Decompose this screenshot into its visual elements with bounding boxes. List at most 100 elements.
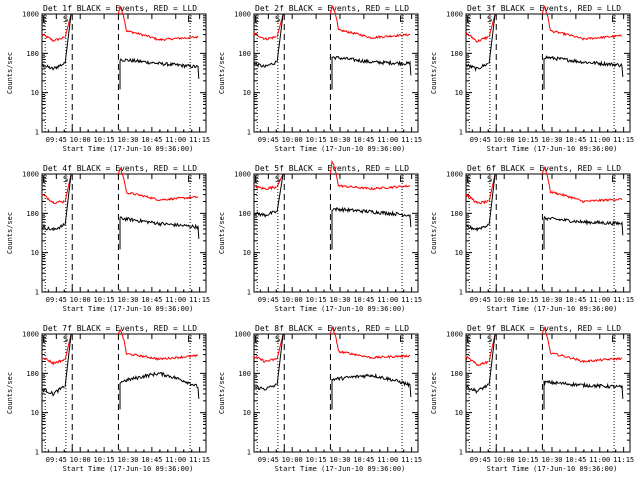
- time-marker-label: S: [487, 335, 492, 345]
- x-tick-label: 11:15: [189, 456, 210, 464]
- x-tick-label: 10:00: [494, 136, 515, 144]
- x-tick-label: 09:45: [46, 136, 67, 144]
- y-tick-label: 10: [455, 249, 463, 257]
- time-marker-label: E: [187, 175, 192, 185]
- panel-det-6f: Det 6f BLACK = Events, RED = LLD11010010…: [430, 164, 634, 313]
- plot-frame: [253, 173, 419, 293]
- time-marker-label: E: [254, 335, 259, 345]
- y-tick-label: 100: [450, 50, 463, 58]
- x-tick-label: 11:15: [189, 136, 210, 144]
- x-tick-label: 09:45: [470, 136, 491, 144]
- panel-title: Det 5f BLACK = Events, RED = LLD: [255, 164, 409, 173]
- x-tick-label: 10:00: [282, 296, 303, 304]
- x-tick-label: 11:15: [613, 456, 634, 464]
- time-marker-label: E: [611, 335, 616, 345]
- y-tick-label: 1000: [446, 11, 463, 19]
- events-rise: [276, 173, 284, 212]
- y-tick-label: 10: [243, 249, 251, 257]
- x-tick-label: 10:15: [94, 136, 115, 144]
- lld-series-pre: [465, 193, 489, 205]
- y-tick-label: 1: [35, 289, 39, 297]
- y-tick-label: 1000: [22, 11, 39, 19]
- events-series-post: [119, 371, 200, 410]
- x-tick-label: 10:45: [353, 456, 374, 464]
- x-tick-label: 10:45: [565, 136, 586, 144]
- lld-series-pre: [253, 355, 277, 363]
- x-tick-label: 10:15: [518, 296, 539, 304]
- x-tick-label: 10:00: [282, 136, 303, 144]
- y-tick-label: 10: [455, 409, 463, 417]
- x-tick-label: 11:15: [401, 136, 422, 144]
- y-tick-label: 100: [238, 210, 251, 218]
- events-series-pre: [41, 385, 65, 397]
- panel-det-3f: Det 3f BLACK = Events, RED = LLD 1 10 100 10…: [430, 4, 634, 153]
- x-tick-label: 11:15: [401, 456, 422, 464]
- lld-series-post: [329, 5, 411, 40]
- plot-frame: [41, 333, 207, 453]
- lld-rise: [64, 333, 72, 360]
- x-tick-label: 10:45: [141, 456, 162, 464]
- time-marker-label: E: [187, 15, 192, 25]
- y-tick-label: 1000: [22, 171, 39, 179]
- time-marker-label: E: [42, 15, 47, 25]
- x-tick-label: 11:00: [165, 136, 186, 144]
- events-series-pre: [465, 223, 489, 232]
- x-tick-label: 10:30: [541, 456, 562, 464]
- events-rise: [64, 13, 72, 64]
- y-axis-label: Counts/sec: [6, 372, 14, 414]
- x-tick-label: 10:00: [70, 136, 91, 144]
- y-tick-label: 100: [450, 210, 463, 218]
- time-marker-label: S: [275, 15, 280, 25]
- time-marker-label: S: [487, 15, 492, 25]
- x-tick-label: 11:00: [377, 296, 398, 304]
- lld-series-post: [329, 159, 411, 191]
- y-tick-label: 10: [455, 89, 463, 97]
- lld-series-post: [117, 328, 199, 361]
- lld-series-pre: [253, 185, 277, 191]
- y-axis-label: Counts/sec: [218, 372, 226, 414]
- time-marker-label: E: [254, 175, 259, 185]
- y-tick-label: 1000: [22, 331, 39, 339]
- y-tick-label: 100: [238, 50, 251, 58]
- x-axis-label: Start Time (17-Jun-10 09:36:00): [275, 305, 406, 313]
- x-tick-label: 10:00: [494, 296, 515, 304]
- y-tick-label: 1000: [234, 171, 251, 179]
- x-tick-label: 10:15: [94, 456, 115, 464]
- lld-series-pre: [41, 357, 65, 366]
- events-series-post: [331, 55, 412, 90]
- x-tick-label: 10:15: [306, 456, 327, 464]
- x-tick-label: 09:45: [470, 296, 491, 304]
- y-tick-label: 1: [459, 449, 463, 457]
- plot-frame: [41, 173, 207, 293]
- time-marker-label: S: [487, 175, 492, 185]
- events-series-pre: [465, 383, 489, 394]
- time-marker-label: E: [611, 175, 616, 185]
- x-tick-label: 09:45: [258, 456, 279, 464]
- x-tick-label: 10:00: [70, 296, 91, 304]
- y-tick-label: 10: [31, 249, 39, 257]
- time-marker-label: E: [42, 335, 47, 345]
- x-tick-label: 10:30: [329, 456, 350, 464]
- time-marker-label: E: [611, 15, 616, 25]
- x-tick-label: 09:45: [258, 136, 279, 144]
- y-tick-label: 1: [459, 129, 463, 137]
- events-series-pre: [465, 63, 489, 73]
- x-tick-label: 10:45: [353, 296, 374, 304]
- x-tick-label: 11:00: [377, 456, 398, 464]
- x-tick-label: 10:30: [117, 296, 138, 304]
- lld-series-pre: [465, 355, 489, 367]
- panel-title: Det 1f BLACK = Events, RED = LLD: [43, 4, 197, 13]
- x-tick-label: 10:30: [117, 456, 138, 464]
- y-tick-label: 1: [247, 449, 251, 457]
- panel-det-2f: Det 2f BLACK = Events, RED = LLD 1 10 100 10…: [218, 4, 422, 153]
- x-tick-label: 10:15: [518, 456, 539, 464]
- panel-det-1f: Det 1f BLACK = Events, RED = LLD 1 10 100 10…: [6, 4, 210, 153]
- y-axis-label: Counts/sec: [218, 52, 226, 94]
- y-tick-label: 1: [459, 289, 463, 297]
- lld-series-post: [541, 4, 623, 41]
- y-tick-label: 1000: [446, 171, 463, 179]
- x-tick-label: 11:00: [589, 296, 610, 304]
- x-tick-label: 11:15: [189, 296, 210, 304]
- plot-frame: [253, 13, 419, 133]
